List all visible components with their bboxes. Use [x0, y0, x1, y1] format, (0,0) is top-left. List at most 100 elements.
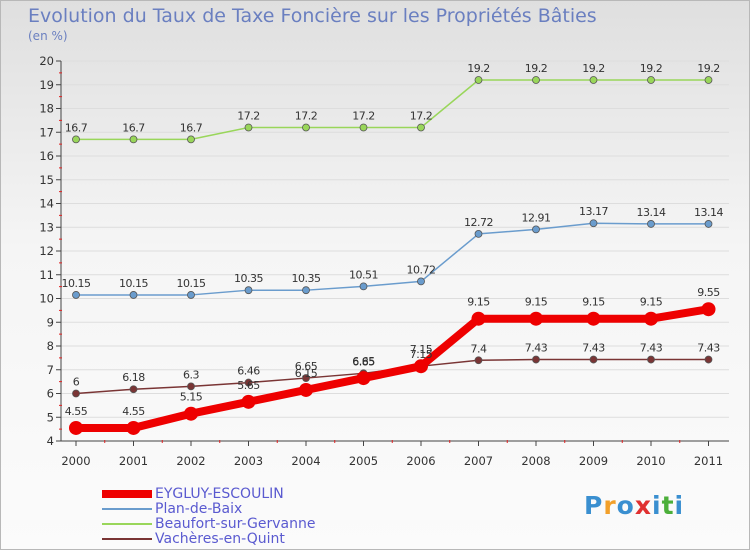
y-tick-label: 8	[47, 339, 54, 353]
data-label: 9.15	[467, 296, 490, 309]
data-label: 16.7	[180, 121, 203, 134]
chart-subtitle: (en %)	[28, 29, 68, 43]
data-label: 12.91	[522, 211, 551, 224]
series-line	[75, 222, 710, 296]
series-line	[72, 305, 713, 432]
y-tick-label: 9	[47, 315, 54, 329]
data-point	[299, 382, 313, 397]
data-label: 17.2	[352, 110, 375, 123]
data-label: 17.2	[237, 110, 260, 123]
y-tick-label: 5	[47, 410, 54, 424]
legend-swatch	[102, 538, 152, 540]
data-label: 7.43	[640, 342, 663, 355]
data-point	[529, 311, 543, 326]
data-label: 9.15	[525, 296, 548, 309]
data-point	[244, 378, 253, 387]
data-point	[72, 389, 80, 398]
data-label: 4.55	[65, 405, 88, 418]
y-tick-label: 10	[39, 292, 54, 306]
data-label: 5.15	[180, 391, 203, 404]
data-point	[589, 219, 598, 228]
data-point	[72, 291, 80, 299]
data-point	[474, 229, 483, 238]
data-point	[187, 291, 195, 299]
legend-item: Vachères-en-Quint	[102, 531, 402, 547]
data-point	[244, 123, 253, 132]
y-tick-label: 17	[39, 125, 54, 139]
y-tick-label: 7	[47, 363, 54, 377]
data-label: 17.2	[295, 110, 318, 123]
x-tick-label: 2010	[636, 454, 665, 468]
data-point	[187, 135, 195, 144]
data-label: 19.2	[640, 62, 663, 75]
data-point	[187, 382, 195, 391]
y-tick-label: 13	[39, 220, 54, 234]
data-label: 6.3	[183, 368, 199, 381]
data-label: 5.65	[237, 379, 260, 392]
legend-label: EYGLUY-ESCOULIN	[155, 486, 284, 502]
logo-letter: i	[652, 491, 662, 520]
data-point	[302, 286, 310, 295]
data-label: 7.43	[525, 342, 548, 355]
data-point	[129, 291, 138, 299]
data-point	[589, 355, 598, 364]
data-label: 19.2	[582, 62, 605, 75]
data-label: 9.55	[697, 286, 720, 299]
data-point	[647, 355, 655, 364]
data-label: 7.43	[582, 342, 605, 355]
data-label: 9.15	[582, 296, 605, 309]
data-point	[72, 135, 80, 144]
data-label: 16.7	[65, 121, 88, 134]
logo-letter: r	[603, 491, 617, 520]
data-label: 6.65	[352, 355, 375, 368]
data-point	[474, 76, 483, 84]
data-point	[244, 286, 253, 295]
y-tick-label: 16	[39, 149, 54, 163]
data-label: 7.15	[410, 348, 433, 361]
y-tick-label: 20	[39, 54, 54, 68]
x-tick-label: 2004	[291, 454, 320, 468]
x-tick-label: 2002	[176, 454, 205, 468]
data-label: 19.2	[525, 62, 548, 75]
legend-item: Plan-de-Baix	[102, 501, 402, 517]
data-label: 6.85	[352, 355, 375, 368]
data-label: 12.72	[464, 216, 493, 229]
data-label: 10.35	[292, 272, 321, 285]
data-point	[356, 371, 371, 386]
data-label: 10.15	[119, 277, 148, 290]
data-label: 6.46	[237, 365, 260, 378]
chart-title: Evolution du Taux de Taxe Foncière sur l…	[28, 5, 597, 27]
data-label: 10.15	[62, 277, 91, 290]
data-label: 13.14	[694, 206, 723, 219]
series-line	[75, 358, 710, 395]
data-label: 6	[73, 376, 80, 389]
series-line	[75, 79, 710, 141]
legend-label: Vachères-en-Quint	[155, 531, 285, 547]
x-tick-label: 2011	[694, 454, 723, 468]
y-tick-label: 19	[39, 78, 54, 92]
data-point	[302, 374, 310, 382]
data-point	[417, 123, 425, 132]
y-tick-label: 4	[47, 434, 54, 448]
x-tick-label: 2003	[234, 454, 263, 468]
data-point	[471, 311, 486, 326]
x-tick-label: 2005	[349, 454, 378, 468]
y-tick-label: 18	[39, 102, 54, 116]
data-label: 6.15	[295, 367, 318, 380]
data-point	[644, 311, 658, 326]
data-label: 6.65	[295, 360, 318, 373]
data-point	[532, 225, 540, 234]
data-point	[69, 420, 83, 435]
data-point	[701, 302, 716, 317]
data-label: 19.2	[467, 62, 490, 75]
data-point	[586, 311, 601, 326]
y-tick-label: 14	[39, 197, 54, 211]
data-point	[417, 277, 425, 286]
data-label: 10.51	[349, 268, 378, 281]
x-tick-label: 2008	[521, 454, 550, 468]
data-point	[126, 420, 141, 435]
data-label: 10.35	[234, 272, 263, 285]
proxiti-logo: Proxiti	[584, 491, 684, 520]
